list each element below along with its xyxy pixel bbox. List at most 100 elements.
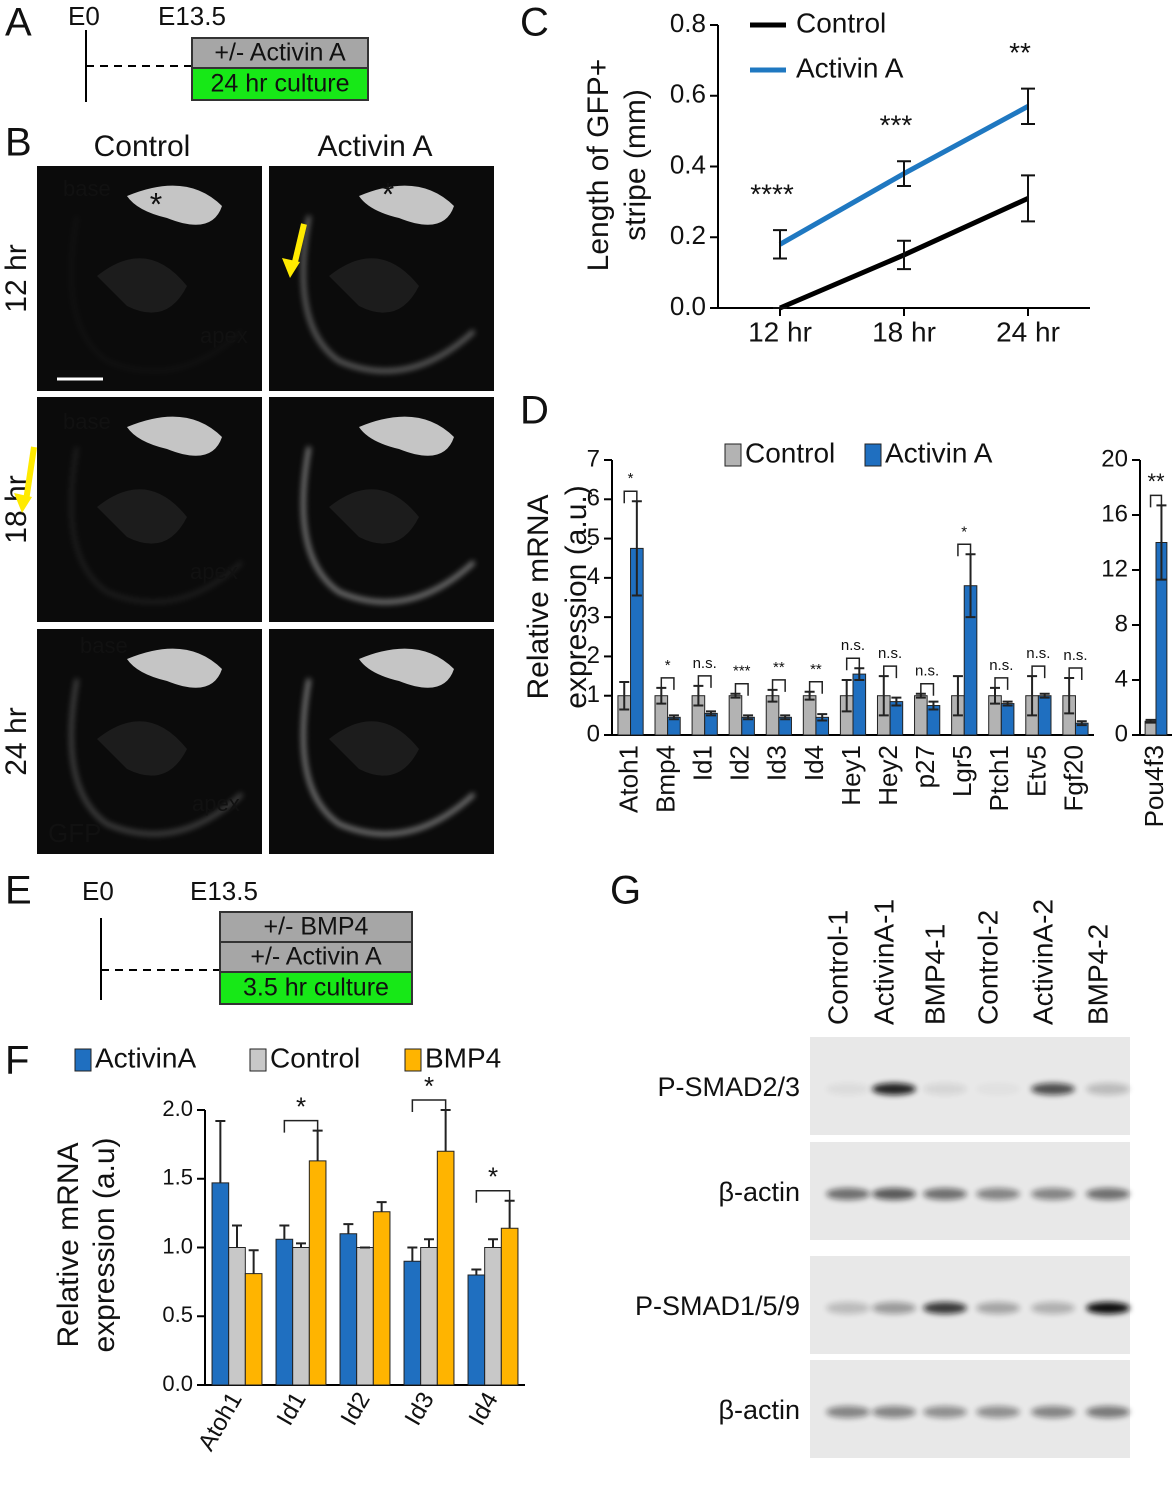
y-tick-label: 0 (587, 720, 600, 747)
significance: *** (733, 663, 751, 680)
x-tick-label: Etv5 (1021, 745, 1051, 797)
timepoint: E0 (82, 876, 114, 906)
gfp-stripe (301, 446, 476, 604)
significance: ** (1009, 37, 1031, 68)
row-label: P-SMAD1/5/9 (635, 1291, 800, 1321)
x-tick-label: 18 hr (872, 316, 936, 347)
y-tick-label: 5 (587, 524, 600, 551)
bar (339, 1233, 358, 1386)
legend-label: BMP4 (425, 1042, 501, 1073)
y-axis-label: expression (a.u.) (560, 485, 593, 708)
x-tick-label: Lgr5 (947, 745, 977, 797)
bar (228, 1247, 246, 1386)
tissue (97, 258, 187, 313)
y-tick-label: 8 (1115, 610, 1128, 637)
y-tick-label: 0.5 (162, 1302, 193, 1327)
y-tick-label: 0 (1115, 720, 1128, 747)
row-label: 24 hr (0, 707, 33, 775)
y-tick-label: 16 (1101, 500, 1128, 527)
error-bar (424, 1238, 434, 1248)
significance-bracket (994, 677, 1009, 690)
gfp-base (127, 648, 222, 688)
panel-letter: G (610, 869, 641, 913)
significance-bracket (1149, 494, 1163, 508)
row-label: P-SMAD2/3 (657, 1072, 800, 1102)
band (976, 1083, 1020, 1095)
band (976, 1302, 1020, 1314)
significance: ** (773, 659, 785, 676)
band (872, 1083, 916, 1095)
tissue (329, 489, 419, 544)
lane-label: Control-2 (972, 910, 1003, 1025)
error-bar (440, 1109, 451, 1152)
y-tick-label: 0.8 (670, 8, 706, 38)
band (923, 1302, 967, 1314)
x-tick-label: Pou4f3 (1139, 745, 1169, 827)
gfp-base (127, 185, 222, 225)
significance: * (424, 1071, 434, 1101)
y-tick-label: 1 (587, 681, 600, 708)
y-tick-label: 4 (1115, 665, 1128, 692)
panel-letter: C (520, 1, 549, 45)
x-tick-label: Id4 (799, 745, 829, 781)
error-bar (928, 700, 939, 711)
column-header: Activin A (317, 130, 432, 163)
band (976, 1406, 1020, 1418)
arrowhead (282, 258, 300, 278)
bar (211, 1182, 230, 1386)
row-label: β-actin (718, 1395, 800, 1425)
error-bar (743, 714, 754, 721)
significance-bracket (808, 681, 823, 694)
row-label: 12 hr (0, 244, 33, 312)
gfp-base (127, 416, 222, 456)
error-bar (232, 1224, 242, 1248)
column-header: Control (94, 130, 191, 163)
x-tick-label: 24 hr (996, 316, 1060, 347)
error-bar (1076, 720, 1087, 727)
error-bar (1021, 87, 1035, 126)
gfp-base (359, 416, 454, 456)
bar (889, 701, 904, 736)
x-tick-label: Atoh1 (193, 1388, 248, 1456)
timepoint: E13.5 (158, 1, 226, 31)
significance: *** (880, 110, 913, 141)
error-bar (780, 714, 791, 721)
error-bar (773, 229, 787, 260)
apex-label: apex (192, 791, 240, 816)
band (1031, 1083, 1075, 1095)
error-bar (504, 1199, 515, 1229)
significance: * (665, 657, 671, 674)
gfp-stripe (69, 215, 244, 373)
error-bar (1002, 700, 1013, 707)
significance-bracket (883, 665, 898, 679)
significance: n.s. (915, 663, 939, 680)
bar (704, 712, 718, 736)
lane-label: BMP4-2 (1082, 924, 1113, 1025)
band (1086, 1083, 1130, 1095)
panel-letter: D (520, 389, 549, 433)
band (1031, 1188, 1075, 1200)
error-bar (376, 1201, 387, 1212)
bar (292, 1247, 310, 1386)
significance-bracket (660, 677, 675, 690)
legend-swatch (864, 443, 882, 467)
band (826, 1188, 870, 1200)
legend-swatch (74, 1048, 92, 1072)
x-tick-label: Bmp4 (650, 745, 680, 813)
significance-bracket (1068, 667, 1083, 681)
band (1086, 1302, 1130, 1314)
error-bar (215, 1120, 226, 1183)
gfp-stripe (69, 446, 244, 604)
legend-label: Control (796, 7, 886, 38)
treatment-text: 3.5 hr culture (243, 974, 389, 1002)
treatment-box (191, 67, 369, 101)
y-tick-label: 1.0 (162, 1233, 193, 1258)
significance-bracket (957, 543, 972, 557)
bar (308, 1160, 327, 1386)
bar (467, 1274, 486, 1386)
treatment-text: +/- Activin A (250, 943, 382, 971)
y-tick-label: 1.5 (162, 1165, 193, 1190)
band (872, 1302, 916, 1314)
bar (244, 1273, 263, 1386)
band (1086, 1188, 1130, 1200)
